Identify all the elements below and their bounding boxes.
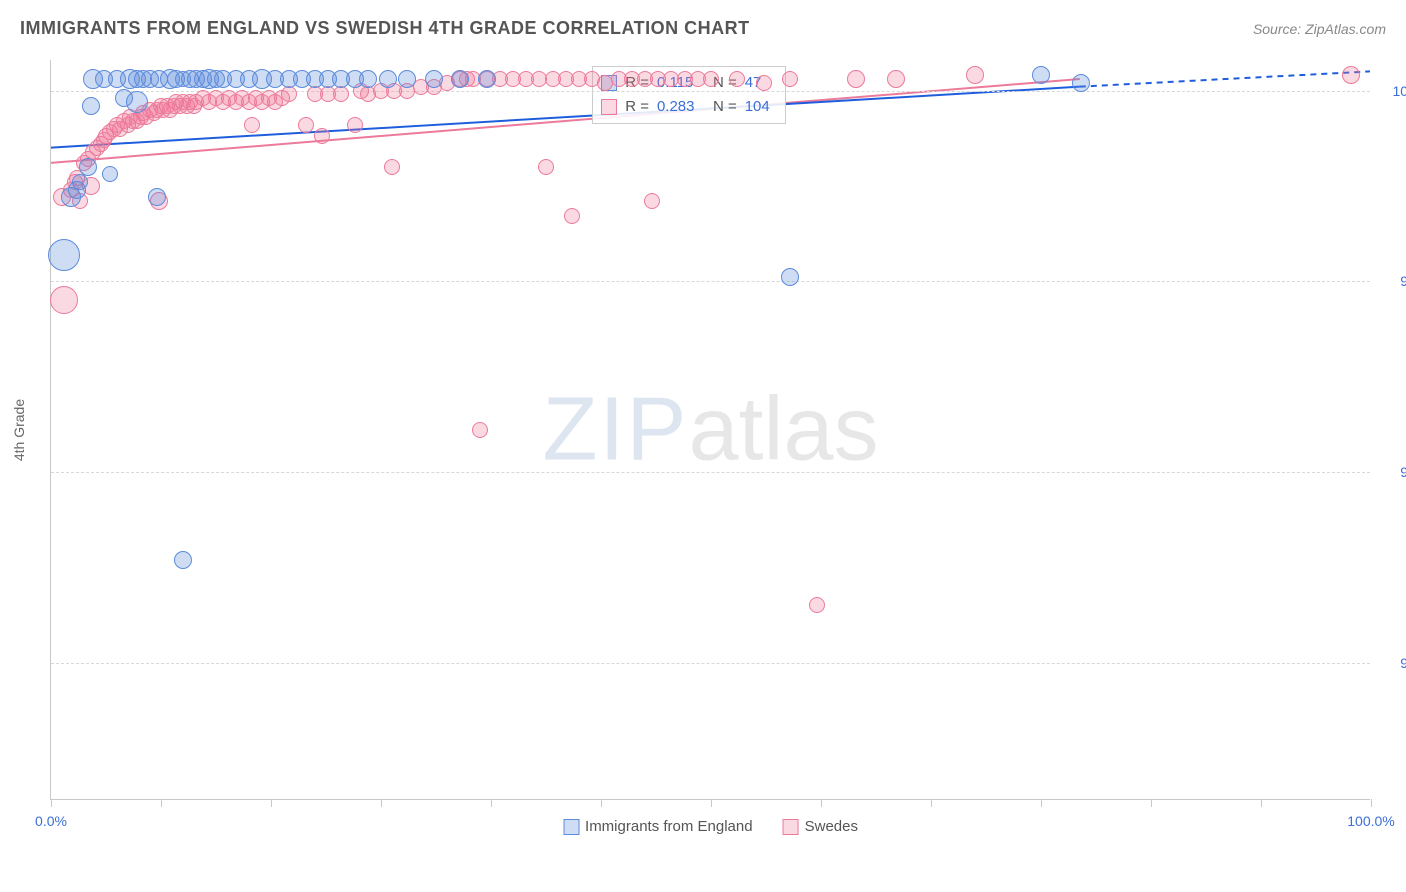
point-england: [781, 268, 799, 286]
point-swedes: [644, 193, 660, 209]
point-swedes: [50, 286, 78, 314]
swatch-blue: [563, 819, 579, 835]
point-england: [398, 70, 416, 88]
x-tick: [601, 799, 602, 807]
gridline: [51, 663, 1370, 664]
x-tick: [51, 799, 52, 807]
x-tick: [1261, 799, 1262, 807]
point-swedes: [333, 86, 349, 102]
x-tick-label: 100.0%: [1347, 813, 1394, 829]
point-swedes: [314, 128, 330, 144]
watermark-atlas: atlas: [688, 379, 878, 479]
point-england: [1072, 74, 1090, 92]
point-swedes: [756, 75, 772, 91]
point-england: [425, 70, 443, 88]
point-england: [48, 239, 80, 271]
x-tick: [1151, 799, 1152, 807]
point-swedes: [809, 597, 825, 613]
gridline: [51, 472, 1370, 473]
point-swedes: [782, 71, 798, 87]
point-swedes: [384, 159, 400, 175]
point-england: [1032, 66, 1050, 84]
point-england: [148, 188, 166, 206]
point-swedes: [347, 117, 363, 133]
x-tick: [161, 799, 162, 807]
point-swedes: [847, 70, 865, 88]
x-tick: [381, 799, 382, 807]
y-tick-label: 92.5%: [1380, 655, 1406, 671]
chart-header: IMMIGRANTS FROM ENGLAND VS SWEDISH 4TH G…: [20, 18, 1386, 39]
source-prefix: Source:: [1253, 21, 1301, 37]
y-tick-label: 100.0%: [1380, 83, 1406, 99]
x-tick-label: 0.0%: [35, 813, 67, 829]
point-swedes: [281, 86, 297, 102]
point-england: [379, 70, 397, 88]
point-england: [126, 91, 148, 113]
x-tick: [491, 799, 492, 807]
point-swedes: [729, 71, 745, 87]
r-value: 0.283: [657, 95, 705, 119]
plot-area: 4th Grade ZIPatlas R =0.115N =47R =0.283…: [50, 60, 1370, 800]
x-tick: [711, 799, 712, 807]
point-england: [102, 166, 118, 182]
legend-item-england: Immigrants from England: [563, 818, 753, 835]
point-swedes: [966, 66, 984, 84]
legend-stat-row: R = 0.283 N = 104: [601, 95, 777, 119]
point-swedes: [538, 159, 554, 175]
point-swedes: [472, 422, 488, 438]
chart-title: IMMIGRANTS FROM ENGLAND VS SWEDISH 4TH G…: [20, 18, 750, 39]
legend-item-swedes: Swedes: [783, 818, 858, 835]
y-tick-label: 95.0%: [1380, 464, 1406, 480]
x-tick: [821, 799, 822, 807]
y-axis-label: 4th Grade: [11, 398, 27, 460]
x-tick: [271, 799, 272, 807]
point-swedes: [1342, 66, 1360, 84]
x-tick: [931, 799, 932, 807]
source-label: Source: ZipAtlas.com: [1253, 21, 1386, 37]
point-swedes: [564, 208, 580, 224]
point-swedes: [703, 71, 719, 87]
point-england: [72, 174, 88, 190]
point-swedes: [887, 70, 905, 88]
point-england: [82, 97, 100, 115]
y-tick-label: 97.5%: [1380, 273, 1406, 289]
point-swedes: [244, 117, 260, 133]
legend-swatch: [601, 99, 617, 115]
n-label: N =: [713, 95, 737, 119]
legend-label-swedes: Swedes: [805, 818, 858, 835]
point-swedes: [298, 117, 314, 133]
point-england: [359, 70, 377, 88]
swatch-pink: [783, 819, 799, 835]
r-label: R =: [625, 95, 649, 119]
gridline: [51, 91, 1370, 92]
x-tick: [1371, 799, 1372, 807]
watermark: ZIPatlas: [542, 378, 878, 481]
n-value: 104: [745, 95, 777, 119]
legend-label-england: Immigrants from England: [585, 818, 753, 835]
point-england: [79, 158, 97, 176]
point-england: [174, 551, 192, 569]
x-tick: [1041, 799, 1042, 807]
watermark-zip: ZIP: [542, 379, 688, 479]
source-link[interactable]: ZipAtlas.com: [1305, 21, 1386, 37]
series-legend: Immigrants from England Swedes: [563, 818, 858, 835]
point-england: [451, 70, 469, 88]
point-england: [478, 70, 496, 88]
trend-lines: [51, 60, 1370, 799]
gridline: [51, 281, 1370, 282]
